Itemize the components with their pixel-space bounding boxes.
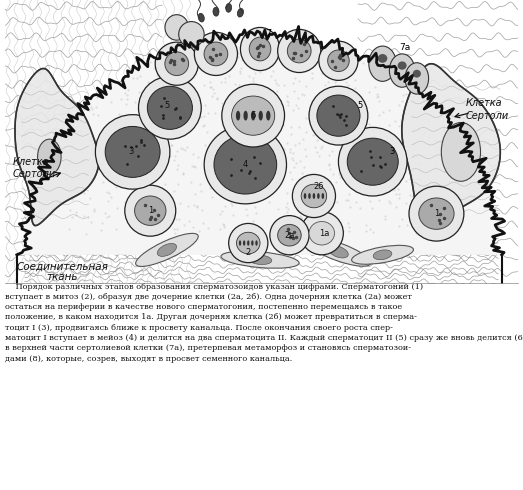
Text: Сертоли: Сертоли: [466, 111, 509, 121]
Ellipse shape: [319, 41, 358, 80]
Ellipse shape: [195, 32, 237, 75]
Text: 4: 4: [243, 160, 248, 169]
Ellipse shape: [306, 238, 371, 266]
Ellipse shape: [232, 96, 275, 135]
Text: 1: 1: [434, 209, 439, 218]
Text: Клетка: Клетка: [13, 157, 50, 167]
Text: 2б: 2б: [314, 182, 324, 191]
Ellipse shape: [413, 70, 421, 77]
Ellipse shape: [351, 245, 414, 264]
Ellipse shape: [105, 126, 160, 177]
Ellipse shape: [38, 139, 61, 174]
Text: 3: 3: [128, 147, 133, 156]
Ellipse shape: [239, 241, 241, 245]
Ellipse shape: [222, 84, 285, 147]
Ellipse shape: [155, 42, 198, 85]
Ellipse shape: [309, 221, 335, 245]
Ellipse shape: [157, 244, 177, 256]
Ellipse shape: [165, 15, 188, 40]
Ellipse shape: [369, 46, 396, 81]
Ellipse shape: [304, 193, 306, 199]
Ellipse shape: [198, 13, 204, 22]
Ellipse shape: [327, 50, 349, 72]
Ellipse shape: [255, 241, 258, 245]
Ellipse shape: [397, 61, 406, 70]
Text: 5: 5: [357, 101, 362, 110]
Ellipse shape: [243, 241, 245, 245]
Ellipse shape: [95, 115, 170, 189]
Ellipse shape: [409, 186, 464, 241]
Text: 5: 5: [164, 101, 169, 110]
Ellipse shape: [301, 184, 327, 208]
Ellipse shape: [419, 198, 454, 229]
Text: Сертоли: Сертоли: [13, 170, 56, 179]
Ellipse shape: [313, 193, 315, 199]
Text: Клетка: Клетка: [466, 98, 503, 108]
Ellipse shape: [244, 111, 248, 121]
Text: 7а: 7а: [400, 43, 411, 51]
Ellipse shape: [338, 127, 407, 196]
Ellipse shape: [251, 111, 255, 121]
Ellipse shape: [147, 86, 192, 129]
Ellipse shape: [278, 29, 321, 73]
Ellipse shape: [135, 233, 198, 267]
Ellipse shape: [322, 193, 324, 199]
Ellipse shape: [248, 255, 272, 265]
Ellipse shape: [251, 241, 254, 245]
Ellipse shape: [236, 111, 240, 121]
Ellipse shape: [378, 54, 388, 63]
Ellipse shape: [221, 251, 299, 268]
Ellipse shape: [204, 42, 228, 66]
Ellipse shape: [258, 111, 263, 121]
Polygon shape: [402, 64, 501, 225]
Ellipse shape: [213, 7, 219, 16]
Ellipse shape: [247, 241, 249, 245]
Ellipse shape: [229, 223, 268, 263]
Ellipse shape: [328, 246, 348, 258]
Ellipse shape: [309, 86, 368, 145]
Text: Соединительная: Соединительная: [16, 262, 108, 271]
Ellipse shape: [317, 193, 320, 199]
Ellipse shape: [390, 54, 415, 87]
Text: 6: 6: [251, 111, 256, 120]
Ellipse shape: [287, 39, 311, 63]
Text: 1а: 1а: [320, 229, 330, 238]
Text: 2а: 2а: [284, 231, 294, 240]
Ellipse shape: [236, 232, 260, 254]
Text: 7: 7: [265, 29, 271, 39]
Ellipse shape: [300, 212, 343, 255]
Text: 1: 1: [147, 206, 153, 215]
Text: 3: 3: [390, 147, 395, 156]
Ellipse shape: [165, 52, 189, 75]
Ellipse shape: [139, 76, 201, 139]
Ellipse shape: [373, 250, 392, 260]
Text: Порядок различных этапов образования сперматозоидов указан цифрами. Сперматогони: Порядок различных этапов образования спе…: [5, 283, 523, 363]
Ellipse shape: [270, 216, 309, 255]
Ellipse shape: [134, 196, 166, 225]
Ellipse shape: [308, 193, 311, 199]
Ellipse shape: [204, 125, 287, 204]
Ellipse shape: [179, 22, 204, 47]
Ellipse shape: [214, 135, 277, 194]
Ellipse shape: [317, 95, 360, 136]
Ellipse shape: [125, 185, 176, 236]
Ellipse shape: [226, 3, 232, 12]
Ellipse shape: [241, 27, 280, 71]
Text: ткань: ткань: [47, 272, 78, 282]
Ellipse shape: [292, 174, 335, 218]
Polygon shape: [15, 69, 99, 225]
Ellipse shape: [237, 8, 244, 17]
Text: 2: 2: [246, 248, 251, 257]
Ellipse shape: [405, 63, 428, 94]
Ellipse shape: [441, 122, 481, 181]
Polygon shape: [17, 26, 505, 255]
Ellipse shape: [347, 138, 398, 185]
Ellipse shape: [249, 37, 271, 61]
Ellipse shape: [278, 224, 301, 246]
Ellipse shape: [266, 111, 270, 121]
